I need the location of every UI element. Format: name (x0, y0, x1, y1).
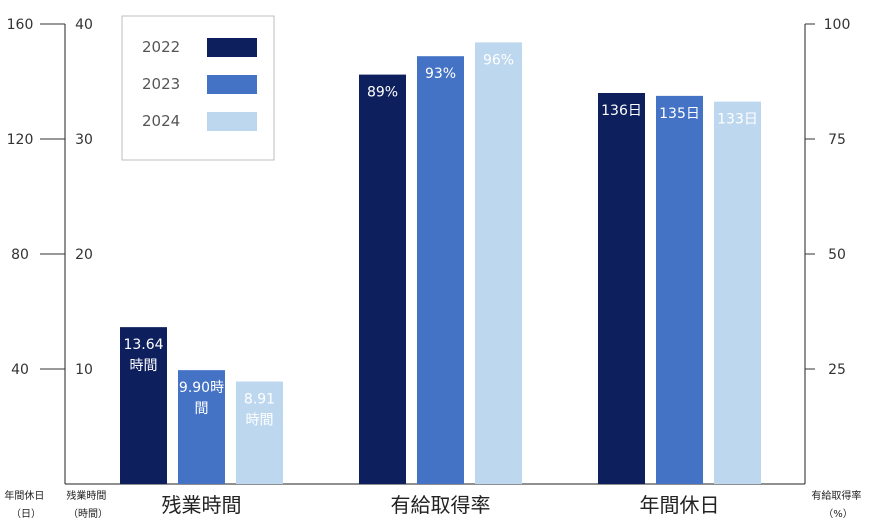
leave-rate-axis-title: 有給取得率 （%） (811, 489, 864, 520)
leave-rate-tick-label: 25 (828, 362, 846, 378)
legend-swatch (207, 75, 257, 94)
holidays-tick-label: 120 (7, 132, 34, 148)
bar-value-label: 時間 (130, 358, 158, 374)
bar-value-label: 89% (367, 85, 398, 101)
bar (656, 95, 703, 484)
bar (598, 93, 645, 484)
overtime-axis-title: 残業時間 （時間） (66, 489, 109, 520)
bar-value-label: 間 (195, 401, 209, 417)
bar (359, 74, 406, 484)
leave-rate-tick-label: 50 (828, 247, 846, 263)
bar-value-label: 136日 (601, 103, 642, 119)
category-label: 残業時間 (162, 493, 242, 517)
legend-swatch (207, 112, 257, 131)
legend-label: 2023 (142, 75, 180, 93)
holidays-axis-title: 年間休日 （日） (4, 489, 47, 520)
holidays-tick-label: 160 (7, 17, 34, 33)
category-label: 有給取得率 (391, 493, 491, 517)
leave-rate-tick-label: 75 (828, 132, 846, 148)
bar-value-label: 13.64 (123, 337, 163, 353)
bar-value-label: 133日 (717, 112, 758, 128)
bar (120, 327, 167, 484)
bar-value-label: 93% (425, 66, 456, 82)
bar-value-label: 96% (483, 52, 514, 68)
bar-value-label: 135日 (659, 106, 700, 122)
overtime-tick-label: 10 (75, 362, 93, 378)
holidays-tick-label: 80 (11, 247, 29, 263)
category-label: 年間休日 (640, 493, 720, 517)
leave-rate-tick-label: 100 (824, 17, 851, 33)
bar (417, 56, 464, 484)
bar (475, 42, 522, 485)
overtime-tick-label: 30 (75, 132, 93, 148)
legend-label: 2022 (142, 38, 180, 56)
holidays-tick-label: 40 (11, 362, 29, 378)
bar (178, 370, 225, 484)
bar-value-label: 時間 (246, 413, 274, 429)
legend-label: 2024 (142, 112, 180, 130)
bar (714, 101, 761, 484)
overtime-tick-label: 20 (75, 247, 93, 263)
overtime-tick-label: 40 (75, 17, 93, 33)
bar-value-label: 9.90時 (179, 380, 224, 396)
bar-value-label: 8.91 (244, 392, 275, 408)
bar (236, 381, 283, 484)
legend-swatch (207, 38, 257, 57)
